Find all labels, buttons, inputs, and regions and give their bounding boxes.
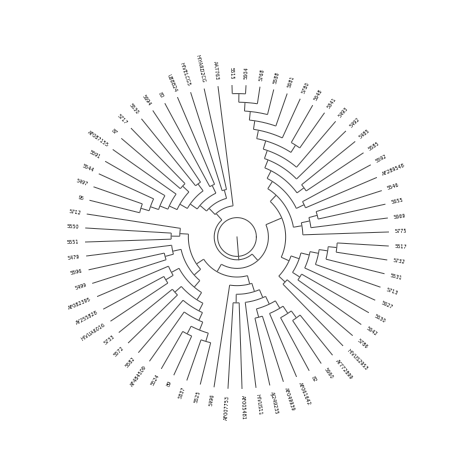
Text: 5733: 5733 xyxy=(103,335,116,346)
Text: 5775: 5775 xyxy=(395,229,408,234)
Text: 5591: 5591 xyxy=(88,150,101,160)
Text: AF005481: AF005481 xyxy=(240,395,246,420)
Text: 5572: 5572 xyxy=(113,346,126,358)
Text: 5479: 5479 xyxy=(68,254,81,261)
Text: 5713: 5713 xyxy=(385,287,399,296)
Text: 5694: 5694 xyxy=(140,94,152,107)
Text: HIVUA6016: HIVUA6016 xyxy=(81,322,107,342)
Text: 5585: 5585 xyxy=(367,140,380,152)
Text: AY772899: AY772899 xyxy=(335,358,354,381)
Text: AF289548: AF289548 xyxy=(382,163,406,177)
Text: 5841: 5841 xyxy=(326,96,337,109)
Text: 5596: 5596 xyxy=(70,269,83,276)
Text: 5768: 5768 xyxy=(258,68,265,81)
Text: HIYARD2CG: HIYARD2CG xyxy=(194,54,205,83)
Text: 5712: 5712 xyxy=(68,209,81,216)
Text: 5681: 5681 xyxy=(287,75,296,89)
Text: 80: 80 xyxy=(157,91,164,99)
Text: 5517: 5517 xyxy=(395,244,408,250)
Text: AF484509: AF484509 xyxy=(130,365,148,388)
Text: 5630: 5630 xyxy=(373,314,386,324)
Text: 5485: 5485 xyxy=(358,128,371,139)
Text: 89: 89 xyxy=(166,380,173,387)
Text: AF082395: AF082395 xyxy=(68,297,92,311)
Text: 5493: 5493 xyxy=(337,106,349,118)
Text: 5531: 5531 xyxy=(390,273,403,281)
Text: AF007753: AF007753 xyxy=(224,395,230,420)
Text: 95: 95 xyxy=(77,195,84,201)
Text: 5588: 5588 xyxy=(273,71,281,84)
Text: 5525: 5525 xyxy=(193,390,201,403)
Text: 5550: 5550 xyxy=(66,224,79,230)
Text: 5492: 5492 xyxy=(348,116,361,128)
Text: 5648: 5648 xyxy=(314,88,324,101)
Text: 5496: 5496 xyxy=(209,393,216,406)
Text: 82: 82 xyxy=(310,375,317,383)
Text: HIVELCG5: HIVELCG5 xyxy=(179,62,191,87)
Text: AJ249235: AJ249235 xyxy=(269,391,279,415)
Text: 5604: 5604 xyxy=(244,66,250,79)
Text: AF049939: AF049939 xyxy=(283,387,295,411)
Text: 5642: 5642 xyxy=(365,326,378,337)
Text: 5669: 5669 xyxy=(393,213,406,220)
Text: AA7763: AA7763 xyxy=(212,61,220,81)
Text: AY255828: AY255828 xyxy=(75,310,99,326)
Text: 5837: 5837 xyxy=(178,385,187,399)
Text: 5497: 5497 xyxy=(75,178,89,187)
Text: AF087155: AF087155 xyxy=(86,129,109,148)
Text: AF061642: AF061642 xyxy=(297,382,311,406)
Text: 87: 87 xyxy=(110,128,118,137)
Text: 5717: 5717 xyxy=(116,113,128,126)
Text: 5546: 5546 xyxy=(387,182,400,191)
Text: 5780: 5780 xyxy=(301,81,310,94)
Text: 5515: 5515 xyxy=(229,66,234,79)
Text: 5660: 5660 xyxy=(322,367,334,380)
Text: 5530: 5530 xyxy=(128,103,139,116)
Text: 5655: 5655 xyxy=(391,198,404,205)
Text: 5786: 5786 xyxy=(356,337,368,350)
Text: 5627: 5627 xyxy=(380,301,393,310)
Text: HIVUS11: HIVUS11 xyxy=(254,393,262,416)
Text: 5592: 5592 xyxy=(375,154,388,164)
Text: U88824: U88824 xyxy=(165,73,177,92)
Text: 5582: 5582 xyxy=(124,356,137,368)
Text: 5732: 5732 xyxy=(393,258,406,265)
Text: HIVUS29S3: HIVUS29S3 xyxy=(346,348,368,372)
Text: 5544: 5544 xyxy=(81,164,94,173)
Text: 5499: 5499 xyxy=(74,283,87,292)
Text: 5551: 5551 xyxy=(66,240,79,245)
Text: 5524: 5524 xyxy=(150,373,160,386)
